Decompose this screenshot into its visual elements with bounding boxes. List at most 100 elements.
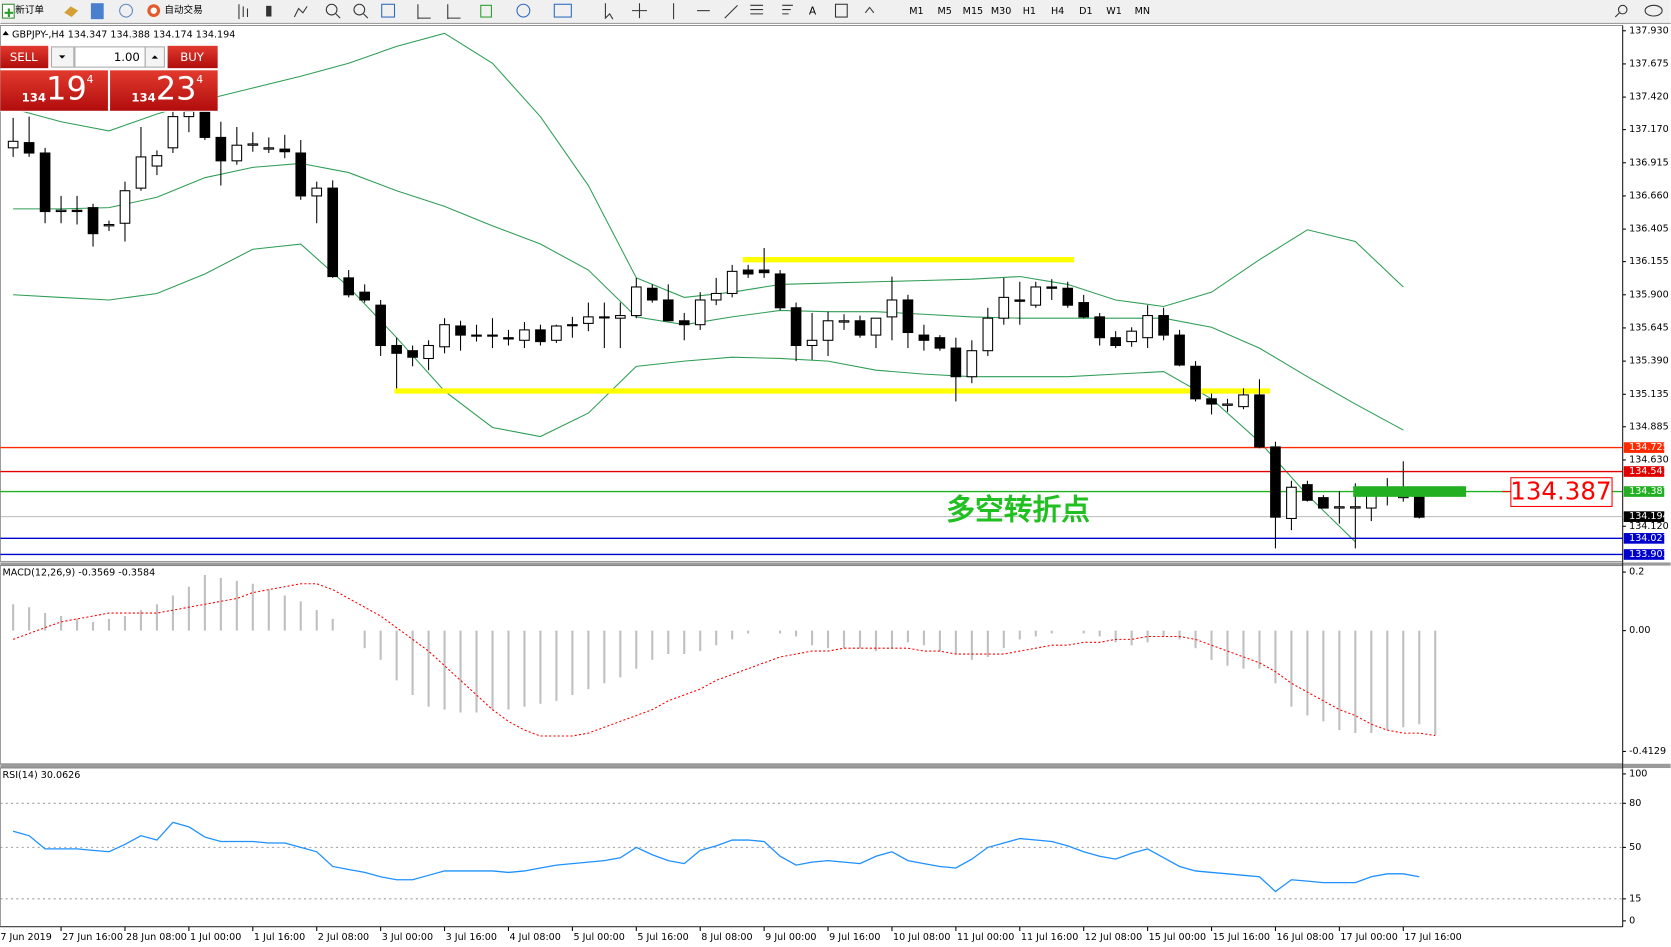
bollinger-middle <box>13 162 1404 431</box>
candle-body <box>806 339 818 347</box>
price-label: 134.725 <box>1629 442 1669 453</box>
bid-point[interactable]: 4 <box>87 73 94 86</box>
x-tick-label: 3 Jul 16:00 <box>446 932 497 943</box>
x-tick-label: 9 Jul 16:00 <box>829 932 880 943</box>
sell-button[interactable] <box>0 45 49 69</box>
chart-title: GBPJPY-,H4 134.347 134.388 134.174 134.1… <box>12 30 235 41</box>
ask-big[interactable]: 134 <box>131 91 155 105</box>
x-tick-label: 10 Jul 08:00 <box>893 932 950 943</box>
annotation: 多空转折点 <box>946 492 1090 526</box>
candle-body <box>471 334 482 337</box>
candle-body <box>1078 302 1090 318</box>
new-order-label[interactable]: 新订单 <box>15 4 44 16</box>
y-tick-label: 137.930 <box>1629 25 1669 36</box>
y-tick-label: 136.155 <box>1629 256 1669 267</box>
candle-body <box>982 317 994 352</box>
candle-body <box>439 324 450 348</box>
candle-body <box>119 190 131 224</box>
candle-body <box>263 147 275 150</box>
arrow[interactable] <box>151 55 159 59</box>
candle-body <box>710 292 722 301</box>
ask-pips[interactable]: 23 <box>156 70 197 108</box>
y-tick-label: 134.630 <box>1629 454 1669 465</box>
candle-body <box>247 143 259 146</box>
candle-body <box>39 152 51 213</box>
timeframe-button[interactable]: M5 <box>938 6 952 17</box>
y-tick-label: 135.900 <box>1629 289 1669 300</box>
timeframe-button[interactable]: M30 <box>991 6 1011 17</box>
ask-box[interactable] <box>110 70 218 111</box>
candle-body <box>23 142 35 154</box>
bid-pips[interactable]: 19 <box>46 70 87 108</box>
y-tick-label: 136.660 <box>1629 190 1669 201</box>
candle-body <box>742 269 754 275</box>
x-tick-label: 1 Jul 00:00 <box>190 932 241 943</box>
y-tick-label: 135.390 <box>1629 356 1669 367</box>
timeframe-button[interactable]: W1 <box>1106 6 1122 17</box>
timeframe-button[interactable]: MN <box>1135 6 1150 17</box>
sell-label[interactable]: SELL <box>10 50 38 64</box>
x-tick-label: 11 Jul 00:00 <box>957 932 1014 943</box>
candle-body <box>7 140 19 149</box>
new-order-button[interactable]: 新订单 <box>1 3 44 19</box>
timeframe-button[interactable]: H1 <box>1023 6 1036 17</box>
y-tick-label: 80 <box>1629 798 1641 809</box>
lot-value[interactable]: 1.00 <box>114 50 140 64</box>
icon[interactable] <box>90 3 104 20</box>
arrow[interactable] <box>58 55 66 59</box>
candle-body <box>1142 315 1153 339</box>
y-tick-label: 136.915 <box>1629 157 1669 168</box>
buy-label[interactable]: BUY <box>180 50 205 64</box>
price-label: 134.194 <box>1629 511 1669 522</box>
x-tick-label: 5 Jul 00:00 <box>573 932 624 943</box>
icon[interactable] <box>119 3 133 18</box>
rsi-title: RSI(14) 30.0626 <box>2 770 80 781</box>
y-tick-label: -0.4129 <box>1629 746 1666 757</box>
candle-body <box>774 273 786 309</box>
y-tick-label: 100 <box>1629 768 1647 779</box>
y-tick-label: 0.00 <box>1629 625 1650 636</box>
callout-marker <box>1353 486 1467 497</box>
y-tick-label: 137.420 <box>1629 92 1669 103</box>
candle-body <box>327 187 339 278</box>
timeframe-button[interactable]: M15 <box>963 6 983 17</box>
timeframe-buttons: M1 M5 M15 M30 H1 H4 D1 W1 MN <box>909 6 1150 17</box>
bid-box[interactable] <box>0 70 108 111</box>
ask-point[interactable]: 4 <box>196 73 203 86</box>
candle-body <box>966 350 978 378</box>
price-label-box <box>1623 511 1665 522</box>
timeframe-button[interactable]: M1 <box>909 6 923 17</box>
auto-trading-button[interactable]: 自动交易 <box>147 4 203 18</box>
candle-body <box>1094 316 1106 339</box>
y-tick-label: 136.405 <box>1629 224 1669 235</box>
candle-body <box>918 334 930 341</box>
timeframe-button[interactable]: D1 <box>1079 6 1092 17</box>
bid-big[interactable]: 134 <box>22 91 46 105</box>
candle-body <box>1365 494 1377 509</box>
main-pane <box>0 25 1624 562</box>
search-icons[interactable] <box>1614 4 1663 18</box>
candle-body <box>1126 330 1137 343</box>
x-tick-label: 28 Jun 08:00 <box>126 932 187 943</box>
macd-title: MACD(12,26,9) -0.3569 -0.3584 <box>2 568 155 579</box>
y-tick-label: 134.120 <box>1629 521 1669 532</box>
x-tick-label: 5 Jul 16:00 <box>637 932 688 943</box>
chart-tools[interactable]: A <box>238 3 875 20</box>
y-tick-label: 135.645 <box>1629 322 1669 333</box>
buy-button[interactable] <box>167 45 218 69</box>
auto-trading-label[interactable]: 自动交易 <box>164 4 202 16</box>
x-tick-label: 27 Jun 16:00 <box>62 932 123 943</box>
icon[interactable] <box>64 6 79 18</box>
candle-body <box>1238 394 1249 408</box>
candle-body <box>1174 334 1185 366</box>
price-label-box <box>1623 549 1665 560</box>
timeframe-button[interactable]: H4 <box>1051 6 1064 17</box>
candle-body <box>295 152 307 197</box>
candle-body <box>215 136 227 162</box>
candle-body <box>151 155 163 167</box>
candle-body <box>950 347 962 378</box>
x-tick-label: 17 Jul 16:00 <box>1404 932 1461 943</box>
collapse-arrow[interactable] <box>2 30 9 36</box>
candle-body <box>726 270 738 295</box>
price-label: 133.903 <box>1629 549 1669 560</box>
